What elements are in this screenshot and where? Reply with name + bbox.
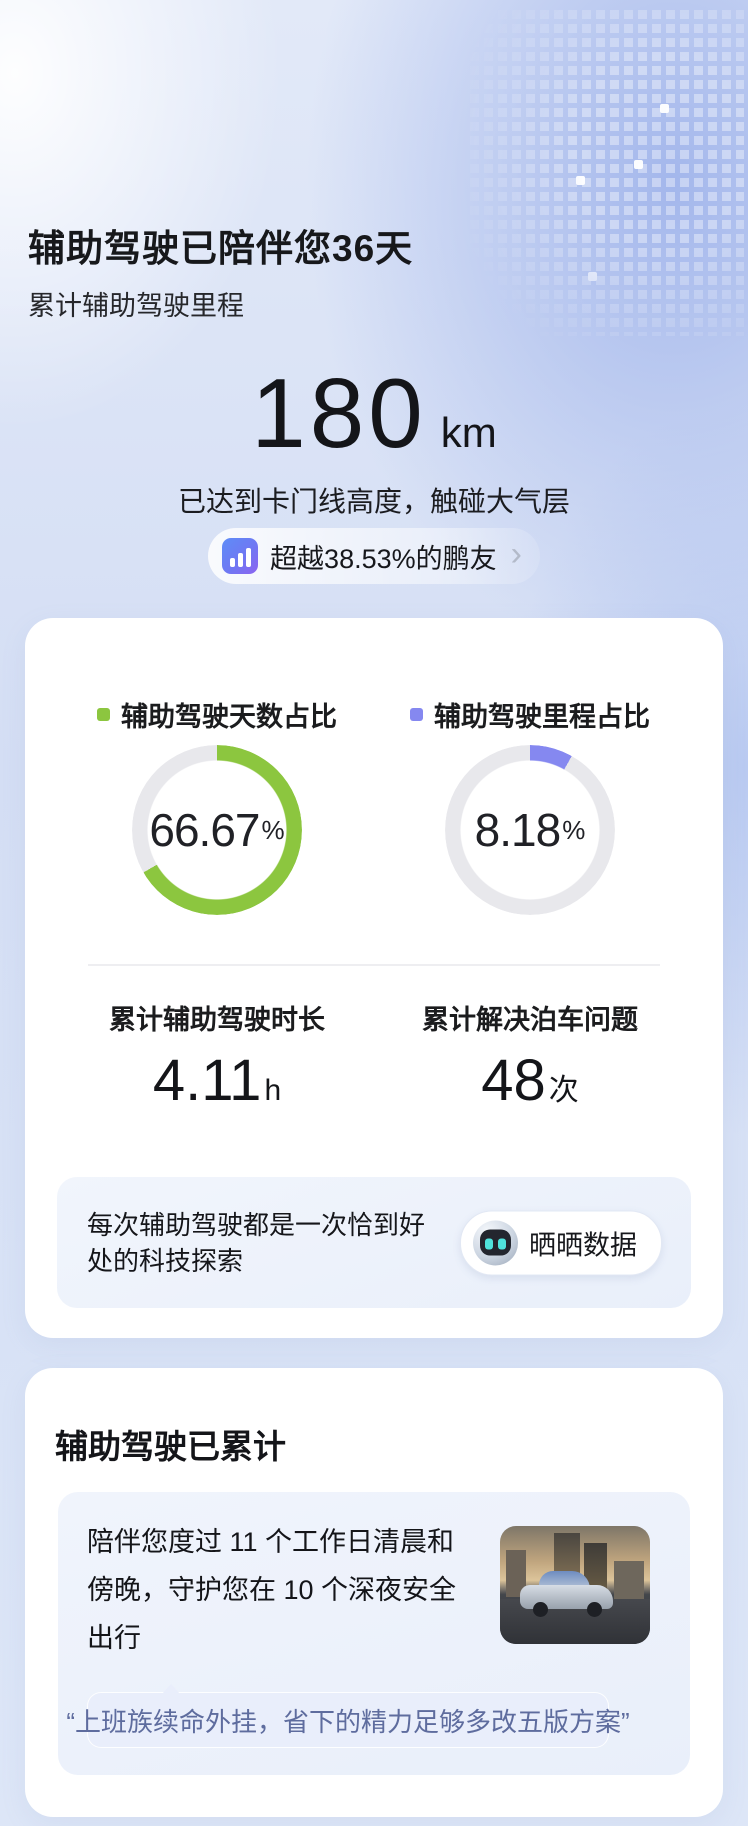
total-mileage-value: 180 bbox=[251, 358, 427, 468]
donut-percent-value: 8.18 bbox=[474, 804, 562, 856]
bright-dot bbox=[660, 104, 669, 113]
promo-text: 每次辅助驾驶都是一次恰到好处的科技探索 bbox=[87, 1209, 426, 1276]
metric-value: 4.11 bbox=[152, 1048, 262, 1113]
building bbox=[614, 1561, 644, 1600]
car-wheel bbox=[533, 1601, 548, 1617]
bright-dot bbox=[576, 176, 585, 185]
hero-tagline: 已达到卡门线高度，触碰大气层 bbox=[177, 486, 570, 517]
quote-bubble: “上班族续命外挂，省下的精力足够多改五版方案” bbox=[66, 1684, 630, 1748]
quote-text: “上班族续命外挂，省下的精力足够多改五版方案” bbox=[66, 1706, 630, 1737]
promo-strip: 每次辅助驾驶都是一次恰到好处的科技探索 晒晒数据 bbox=[57, 1177, 691, 1308]
bright-dot bbox=[588, 272, 597, 281]
hero-subtitle: 累计辅助驾驶里程 bbox=[28, 291, 244, 321]
car-photo bbox=[500, 1526, 650, 1644]
stats-card: 辅助驾驶天数占比 辅助驾驶里程占比 66.67 % 8.18 % 累计辅助驾驶时… bbox=[25, 618, 723, 1338]
share-data-button-label: 晒晒数据 bbox=[529, 1230, 637, 1260]
metric-label: 累计辅助驾驶时长 bbox=[109, 1005, 325, 1035]
metric-driving-duration: 累计辅助驾驶时长 4.11 h bbox=[27, 998, 407, 1114]
share-data-button[interactable]: 晒晒数据 bbox=[460, 1210, 662, 1275]
legend-label: 辅助驾驶里程占比 bbox=[434, 702, 650, 732]
bar-chart-icon bbox=[222, 538, 259, 574]
metric-unit: 次 bbox=[548, 1074, 579, 1107]
ranking-badge-label: 超越38.53%的鹏友 bbox=[270, 543, 497, 574]
metric-parking-solved: 累计解决泊车问题 48 次 bbox=[340, 998, 720, 1114]
building bbox=[506, 1549, 526, 1597]
metric-label: 累计解决泊车问题 bbox=[422, 1005, 638, 1035]
donut-percent-unit: % bbox=[562, 814, 586, 845]
summary-body-text: 陪伴您度过 11 个工作日清晨和傍晚，守护您在 10 个深夜安全出行 bbox=[87, 1527, 457, 1653]
bright-dot bbox=[634, 160, 643, 169]
legend-swatch-green bbox=[97, 708, 110, 721]
badge-row: 超越38.53%的鹏友 › bbox=[0, 528, 748, 584]
donut-percent-unit: % bbox=[261, 814, 285, 845]
dot-grid-ornament bbox=[464, 0, 748, 344]
metric-value: 48 bbox=[481, 1048, 546, 1113]
summary-card-title: 辅助驾驶已累计 bbox=[55, 1428, 286, 1465]
donut-chart-days-share: 66.67 % bbox=[132, 745, 302, 915]
legend-days-share: 辅助驾驶天数占比 bbox=[27, 695, 407, 734]
car-wheel bbox=[587, 1601, 602, 1617]
total-mileage-unit: km bbox=[440, 409, 497, 456]
robot-icon bbox=[473, 1220, 518, 1265]
legend-label: 辅助驾驶天数占比 bbox=[121, 702, 337, 732]
ranking-badge[interactable]: 超越38.53%的鹏友 › bbox=[208, 528, 540, 584]
donut-percent-value: 66.67 bbox=[149, 804, 260, 856]
legend-swatch-purple bbox=[410, 708, 423, 721]
donut-chart-mileage-share: 8.18 % bbox=[445, 745, 615, 915]
chevron-right-icon: › bbox=[510, 535, 522, 573]
legend-mileage-share: 辅助驾驶里程占比 bbox=[340, 695, 720, 734]
page-title: 辅助驾驶已陪伴您36天 bbox=[28, 228, 414, 269]
summary-card: 辅助驾驶已累计 陪伴您度过 11 个工作日清晨和傍晚，守护您在 10 个深夜安全… bbox=[25, 1368, 723, 1817]
total-mileage: 180 km bbox=[0, 362, 748, 465]
divider bbox=[88, 964, 660, 966]
metric-unit: h bbox=[264, 1074, 282, 1107]
summary-inner-card: 陪伴您度过 11 个工作日清晨和傍晚，守护您在 10 个深夜安全出行 “上班族续… bbox=[58, 1492, 690, 1775]
car-roof bbox=[539, 1570, 590, 1590]
